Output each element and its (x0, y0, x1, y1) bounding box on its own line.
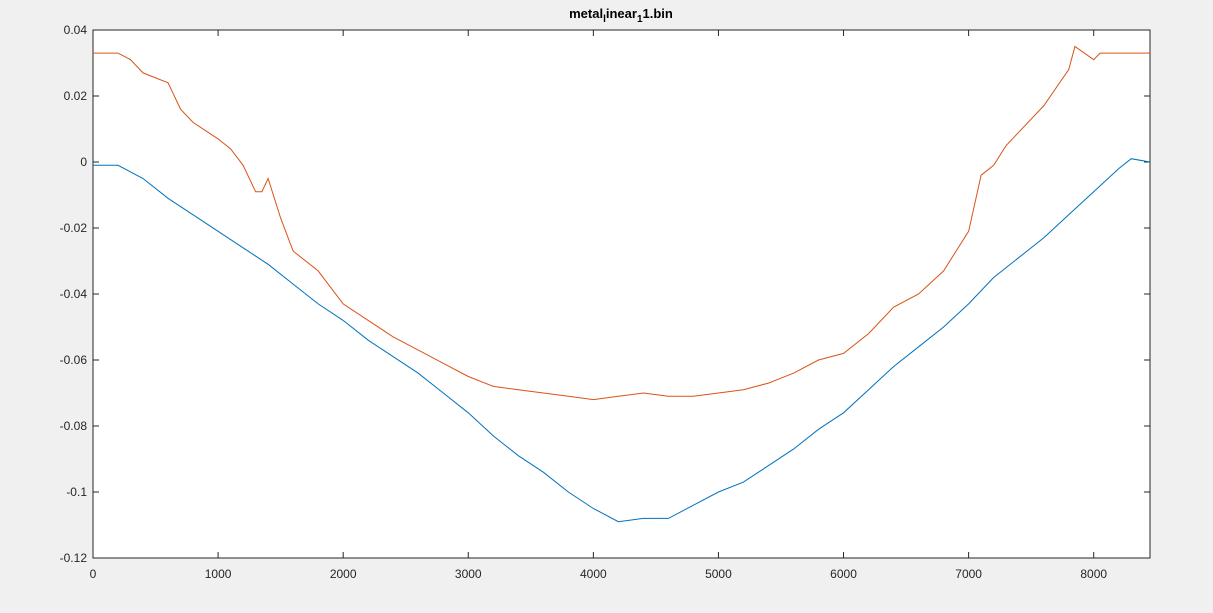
x-tick-label: 4000 (580, 567, 607, 581)
y-tick-label: -0.02 (60, 221, 88, 235)
y-tick-label: 0.04 (64, 23, 88, 37)
y-tick-label: -0.06 (60, 353, 88, 367)
y-tick-label: -0.04 (60, 287, 88, 301)
y-tick-label: 0 (80, 155, 87, 169)
y-tick-label: -0.12 (60, 551, 88, 565)
y-tick-label: -0.1 (66, 485, 87, 499)
title-part: metal (569, 6, 603, 21)
x-tick-label: 8000 (1080, 567, 1107, 581)
title-part: inear (606, 6, 637, 21)
y-tick-label: -0.08 (60, 419, 88, 433)
title-part: 1 (637, 14, 643, 25)
x-tick-label: 6000 (830, 567, 857, 581)
title-part: 1.bin (643, 6, 673, 21)
x-tick-label: 5000 (705, 567, 732, 581)
x-tick-label: 0 (90, 567, 97, 581)
series-line (93, 158, 1151, 523)
x-tick-label: 1000 (205, 567, 232, 581)
x-tick-label: 7000 (955, 567, 982, 581)
series-line (93, 45, 1150, 401)
axes-box (92, 29, 1151, 559)
x-tick-label: 3000 (455, 567, 482, 581)
y-tick-label: 0.02 (64, 89, 88, 103)
title-part: l (603, 14, 606, 25)
chart-title: metallinear11.bin (569, 6, 673, 25)
x-tick-label: 2000 (330, 567, 357, 581)
